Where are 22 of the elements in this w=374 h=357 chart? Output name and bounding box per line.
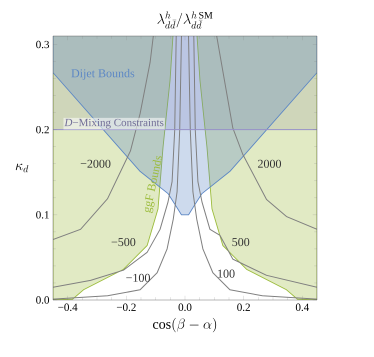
x-axis-title: $\cos(\beta-\alpha)$ <box>153 318 216 332</box>
x-tick-label: 0.2 <box>237 304 250 312</box>
y-axis-title: $\kappa_{d}$ <box>16 164 28 172</box>
y-tick-label: 0.2 <box>36 126 49 134</box>
x-tick-label: −0.4 <box>58 304 78 312</box>
annotation: ggF Bounds <box>144 156 162 214</box>
y-tick-label: 0.1 <box>36 211 49 219</box>
annotation: −100 <box>126 274 150 282</box>
annotation: 2000 <box>258 160 282 168</box>
line-series <box>216 36 317 230</box>
x-tick-label: −0.2 <box>116 304 136 312</box>
y-tick-label: 0.0 <box>36 296 50 304</box>
annotation: 100 <box>218 270 235 278</box>
annotation: Dijet Bounds <box>71 68 134 80</box>
band-label: D−Mixing Constraints <box>64 118 164 128</box>
x-tick-label: 0.0 <box>178 304 192 312</box>
chart-title: $\lambda^{h}_{d\bar{d}}/\lambda^{h\,\mathrm{SM}}_{d\bar{d}}$ <box>158 12 212 29</box>
y-tick-label: 0.3 <box>36 40 50 48</box>
x-tick-label: 0.4 <box>296 304 310 312</box>
annotation: 500 <box>232 238 250 246</box>
annotation: −2000 <box>80 160 110 168</box>
annotation: −500 <box>112 238 136 246</box>
